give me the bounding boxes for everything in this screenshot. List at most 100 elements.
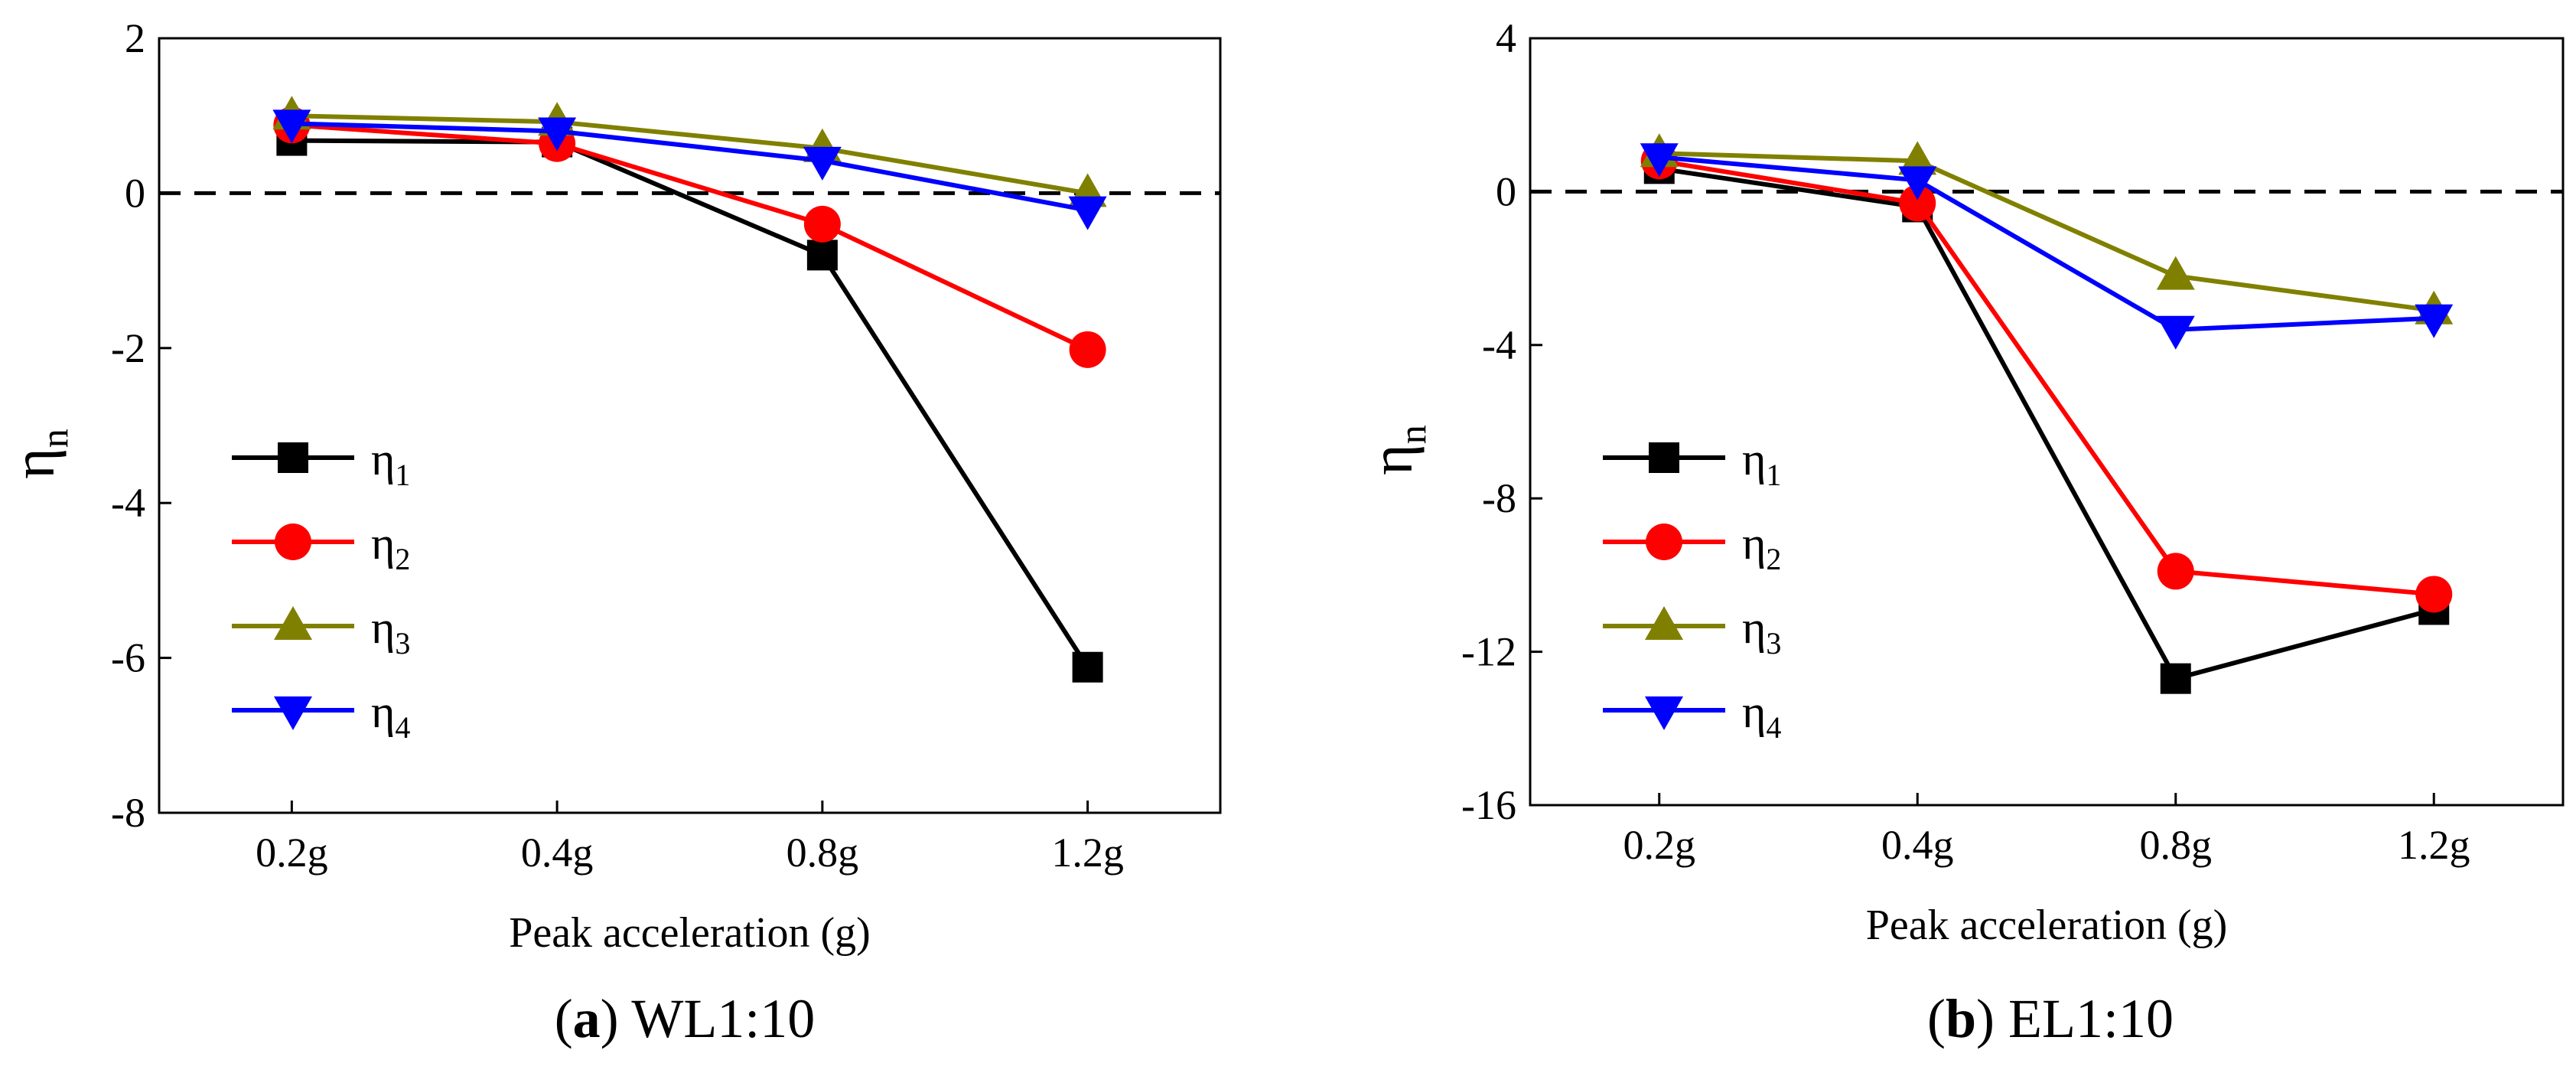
legend-series-name: η [371,518,395,569]
legend-series-subscript: 2 [1766,542,1781,576]
series-eta-4-point [538,117,577,152]
series-eta-4-point [2156,315,2195,350]
legend-eta-3-marker [274,606,312,640]
plot-frame [158,37,1222,814]
series-eta-4-line [291,121,1089,213]
y-axis-label-main: η [0,448,67,479]
legend-series-name: η [1742,687,1766,737]
panel-caption: (b) EL1:10 [1927,988,2174,1049]
x-tick-label: 0.8g [2140,822,2213,868]
x-tick-label: 0.2g [1623,822,1696,868]
x-axis-label: Peak acceleration (g) [509,909,871,957]
series-eta-4 [272,109,1107,230]
series-eta-1-line [1659,166,2435,682]
legend-eta-1-marker [278,442,308,473]
legend-series-name: η [1742,518,1766,569]
caption-punctuation: ( [555,988,573,1049]
caption-punctuation: ) [601,988,632,1049]
series-eta-1-point [806,240,838,271]
series-eta-1-line [291,138,1090,669]
caption-letter: a [573,988,601,1049]
y-tick-label: 0 [125,170,145,216]
y-tick-label: -4 [111,480,145,526]
series-eta-2-point [803,205,841,243]
x-tick-label: 1.2g [2398,822,2470,868]
legend-series-name: η [371,602,395,653]
caption-text: EL1:10 [2008,988,2174,1049]
legend-series-subscript: 1 [395,458,410,492]
legend-eta-2-label: η2 [1742,518,1781,576]
legend-series-name: η [371,434,395,484]
y-tick-label: 0 [1496,168,1516,214]
legend-eta-1-label: η1 [371,434,410,492]
y-axis-label: ηn [1358,425,1434,475]
legend-eta-4-label: η4 [1742,687,1781,745]
y-tick-label: -8 [111,790,145,836]
series-eta-4-point [1068,196,1107,230]
series-eta-3 [1640,133,2454,325]
series-eta-2-point [1899,184,1936,222]
y-tick-label: 2 [125,15,145,61]
series-eta-2-point [2157,553,2194,590]
series-eta-3-point [1898,141,1937,175]
y-tick-label: -12 [1461,629,1516,675]
x-tick-label: 0.2g [256,830,328,876]
legend-eta-3-label: η3 [371,602,410,660]
series-eta-1-point [1072,651,1103,683]
y-tick-label: 4 [1496,15,1516,61]
chart-panel-a: 20-2-4-6-80.2g 0.4g 0.8g 1.2gη1η2η3η4ηnPeak… [0,15,1222,1049]
x-axis-label: Peak acceleration (g) [1866,902,2228,949]
series-eta-4-point [272,109,311,144]
y-tick-label: -16 [1461,782,1516,828]
series-eta-2-point [2415,576,2453,613]
y-axis-label-subscript: n [33,429,76,448]
x-tick-label: 0.4g [521,830,594,876]
panel-caption: (a) WL1:10 [555,988,816,1049]
legend-eta-1-label: η1 [1742,434,1781,492]
caption-punctuation: ) [1976,988,2008,1049]
legend-series-name: η [1742,434,1766,484]
caption-letter: b [1946,988,1976,1049]
legend-series-subscript: 3 [395,626,410,660]
series-eta-4-line [1659,155,2434,332]
legend-eta-2-marker [1646,523,1682,560]
series-eta-2-point [1069,331,1106,368]
series-eta-3-line [1659,151,2434,313]
y-axis-label: ηn [0,429,76,479]
y-axis-label-subscript: n [1391,425,1434,444]
caption-punctuation: ( [1927,988,1946,1049]
legend-series-subscript: 4 [395,710,410,745]
series-eta-4-point [1640,143,1679,178]
legend-eta-1-marker [1649,442,1679,473]
series-eta-4-point [2415,304,2454,338]
series-eta-2-line [291,122,1089,352]
legend-series-name: η [1742,602,1766,653]
y-tick-label: -2 [111,325,145,371]
y-axis-label-main: η [1358,444,1425,475]
legend-eta-4-marker [1645,696,1683,730]
y-tick-label: -8 [1482,475,1516,521]
y-tick-label: -6 [111,635,145,681]
series-eta-1-point [2160,663,2191,694]
series-eta-4-point [1898,166,1937,201]
legend-eta-3-marker [1645,606,1683,640]
caption-text: WL1:10 [631,988,815,1049]
plot-frame [1529,37,2565,807]
legend-eta-4-marker [274,696,312,730]
series-eta-2-line [1659,158,2434,597]
x-tick-label: 0.4g [1881,822,1954,868]
y-tick-label: -4 [1482,322,1516,368]
legend-eta-2-marker [275,523,311,560]
legend-series-name: η [371,687,395,737]
series-eta-3-line [291,113,1089,196]
legend-series-subscript: 4 [1766,710,1781,745]
legend-series-subscript: 1 [1766,458,1781,492]
legend-eta-4-label: η4 [371,687,410,745]
series-eta-4-point [803,146,842,181]
legend-eta-3-label: η3 [1742,602,1781,660]
legend-eta-2-label: η2 [371,518,410,576]
series-eta-3-point [2156,256,2195,290]
